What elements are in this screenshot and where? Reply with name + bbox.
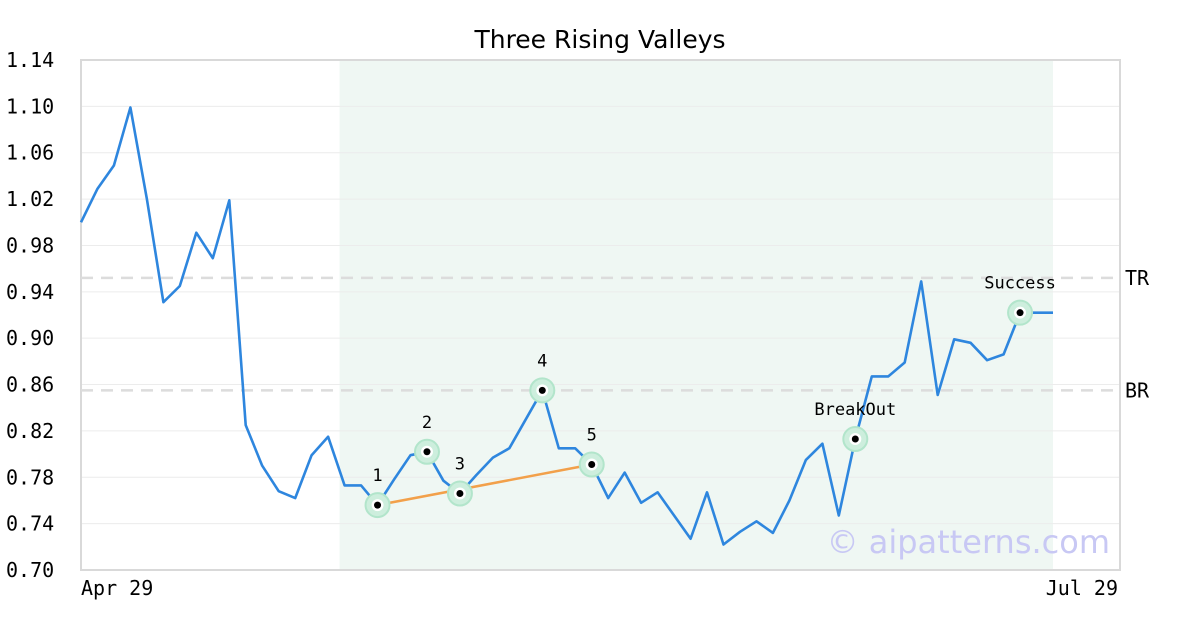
watermark: © aipatterns.com — [827, 523, 1110, 561]
y-tick-labels: 0.70 0.74 0.78 0.82 0.86 0.90 0.94 0.98 1.02 1.06… — [6, 48, 54, 582]
y-tick-label: 0.90 — [6, 326, 54, 350]
point-label: 3 — [455, 455, 465, 475]
y-tick-label: 1.14 — [6, 48, 54, 72]
series-line — [79, 106, 1053, 546]
point-marker — [1016, 309, 1024, 317]
point-label: 1 — [372, 466, 382, 486]
y-tick-label: 0.98 — [6, 233, 54, 257]
y-tick-label: 0.94 — [6, 280, 54, 304]
y-tick-label: 0.82 — [6, 419, 54, 443]
y-tick-label: 0.74 — [6, 512, 54, 536]
pattern-points-layer: 1 2 3 4 5 BreakOut Success — [364, 274, 1056, 519]
point-label: BreakOut — [814, 400, 896, 420]
x-tick-label: Apr 29 — [81, 576, 153, 600]
levels-layer: TR BR — [81, 266, 1150, 402]
point-marker — [851, 435, 859, 443]
y-tick-label: 0.78 — [6, 465, 54, 489]
chart-title: Three Rising Valleys — [473, 25, 725, 54]
point-label: 2 — [422, 413, 432, 433]
trendline — [377, 463, 592, 507]
point-marker — [538, 386, 546, 394]
y-tick-label: 1.02 — [6, 187, 54, 211]
highlight-region — [339, 60, 1053, 570]
point-label: 5 — [587, 426, 597, 446]
point-marker — [423, 448, 431, 456]
point-marker — [456, 490, 464, 497]
point-label: Success — [984, 274, 1056, 294]
level-label: TR — [1125, 266, 1150, 290]
level-label: BR — [1125, 378, 1150, 402]
trendline-layer — [377, 463, 592, 507]
y-tick-label: 1.06 — [6, 141, 54, 165]
y-tick-label: 0.70 — [6, 558, 54, 582]
point-marker — [374, 501, 382, 509]
y-tick-label: 0.86 — [6, 373, 54, 397]
x-tick-label: Jul 29 — [1046, 576, 1118, 600]
point-marker — [588, 461, 596, 469]
y-tick-label: 1.10 — [6, 94, 54, 118]
plot-frame — [80, 59, 1121, 571]
x-tick-labels: Apr 29 Jul 29 — [81, 576, 1118, 600]
point-label: 4 — [537, 351, 547, 371]
highlight-region-layer — [339, 60, 1053, 570]
series-layer — [79, 106, 1053, 546]
